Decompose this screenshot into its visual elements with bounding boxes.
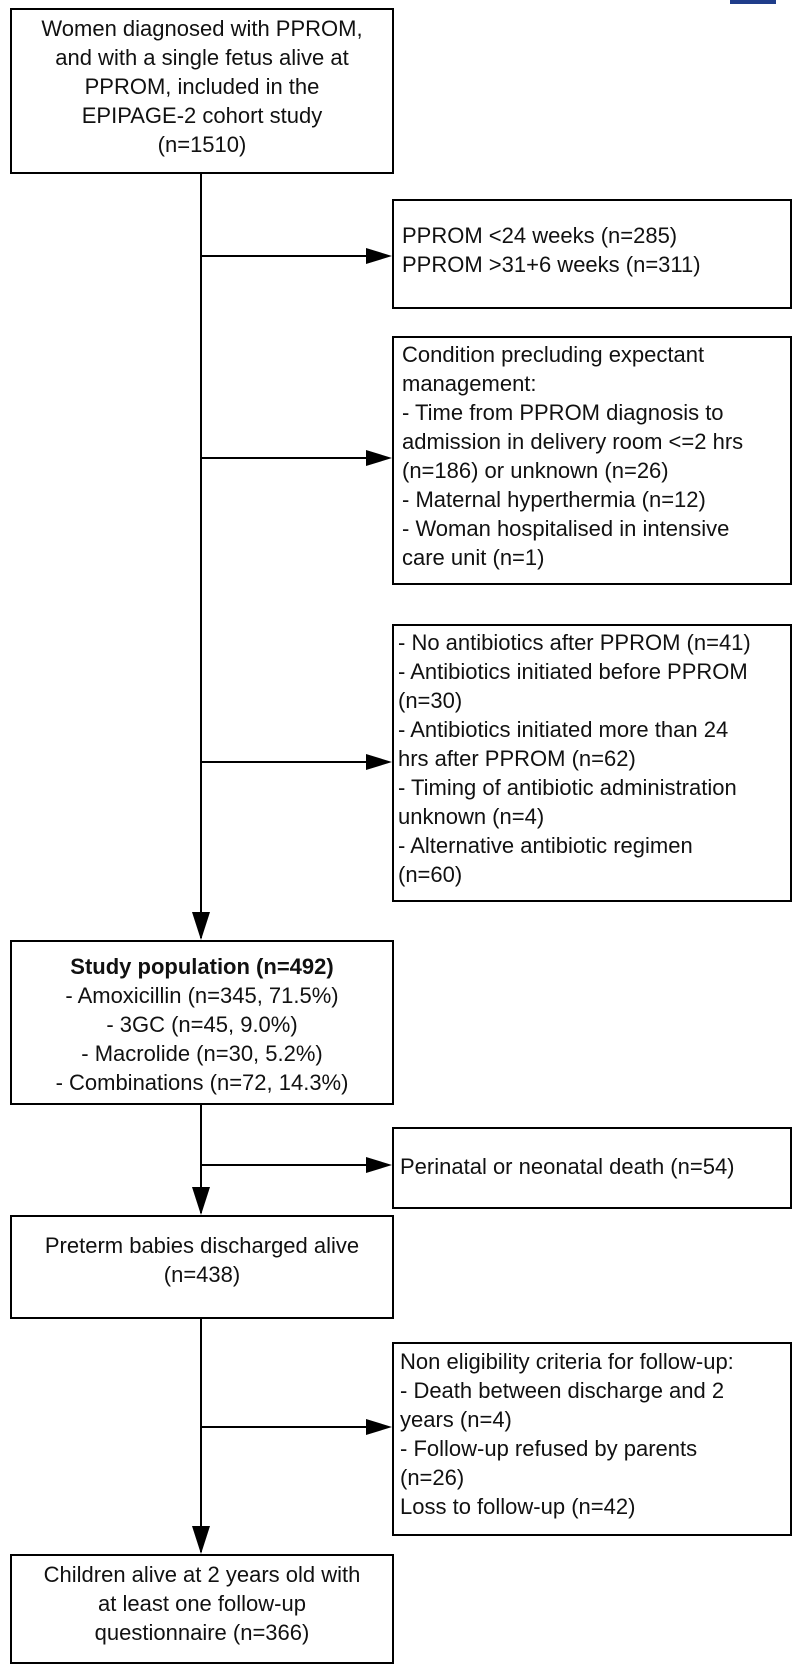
exclusion-condition-box: Condition precluding expectant managemen… bbox=[392, 336, 792, 585]
exclusion-antibiotics-line: - No antibiotics after PPROM (n=41) bbox=[398, 630, 751, 655]
exclusion-condition-line: management: bbox=[402, 371, 537, 396]
arrow-right-gestation bbox=[366, 248, 392, 264]
exclusion-followup-line: - Follow-up refused by parents bbox=[400, 1436, 698, 1461]
exclusion-death-line: Perinatal or neonatal death (n=54) bbox=[400, 1154, 735, 1179]
arrow-down-to-followup bbox=[192, 1526, 210, 1554]
arrow-down-to-study-population bbox=[192, 912, 210, 940]
arrow-right-death bbox=[366, 1157, 392, 1173]
study-population-line: - 3GC (n=45, 9.0%) bbox=[106, 1012, 298, 1037]
cohort-line: (n=1510) bbox=[157, 132, 247, 157]
exclusion-antibiotics-line: unknown (n=4) bbox=[398, 804, 545, 829]
cohort-line: PPROM, included in the bbox=[84, 74, 320, 99]
exclusion-condition-line: - Woman hospitalised in intensive bbox=[402, 516, 730, 541]
followup-line: at least one follow-up bbox=[98, 1591, 306, 1616]
discharged-line: Preterm babies discharged alive bbox=[44, 1233, 360, 1258]
exclusion-antibiotics-line: (n=60) bbox=[398, 862, 463, 887]
exclusion-antibiotics-line: - Antibiotics initiated before PPROM bbox=[398, 659, 748, 684]
exclusion-followup-box: Non eligibility criteria for follow-up: … bbox=[392, 1342, 792, 1536]
corner-accent-bar bbox=[730, 0, 776, 4]
exclusion-antibiotics-line: hrs after PPROM (n=62) bbox=[398, 746, 636, 771]
exclusion-condition-line: care unit (n=1) bbox=[402, 545, 545, 570]
followup-line: Children alive at 2 years old with bbox=[43, 1562, 361, 1587]
cohort-line: and with a single fetus alive at bbox=[55, 45, 349, 70]
exclusion-condition-line: (n=186) or unknown (n=26) bbox=[402, 458, 669, 483]
study-population-title: Study population (n=492) bbox=[70, 954, 334, 979]
study-population-line: - Macrolide (n=30, 5.2%) bbox=[81, 1041, 323, 1066]
study-population-box: Study population (n=492) - Amoxicillin (… bbox=[10, 940, 394, 1105]
exclusion-antibiotics-line: (n=30) bbox=[398, 688, 463, 713]
exclusion-condition-line: - Maternal hyperthermia (n=12) bbox=[402, 487, 706, 512]
exclusion-followup-line: years (n=4) bbox=[400, 1407, 512, 1432]
exclusion-gestation-line: PPROM <24 weeks (n=285) bbox=[402, 223, 678, 248]
exclusion-followup-line: - Death between discharge and 2 bbox=[400, 1378, 725, 1403]
arrow-right-followup-exclusion bbox=[366, 1419, 392, 1435]
exclusion-followup-line: Non eligibility criteria for follow-up: bbox=[400, 1349, 734, 1374]
followup-line: questionnaire (n=366) bbox=[94, 1620, 310, 1645]
exclusion-gestation-box: PPROM <24 weeks (n=285) PPROM >31+6 week… bbox=[392, 199, 792, 309]
discharged-line: (n=438) bbox=[163, 1262, 241, 1287]
study-population-line: - Combinations (n=72, 14.3%) bbox=[55, 1070, 349, 1095]
arrow-right-antibiotics bbox=[366, 754, 392, 770]
followup-box: Children alive at 2 years old with at le… bbox=[10, 1554, 394, 1664]
exclusion-antibiotics-line: - Timing of antibiotic administration bbox=[398, 775, 737, 800]
exclusion-condition-line: Condition precluding expectant bbox=[402, 342, 705, 367]
exclusion-antibiotics-box: - No antibiotics after PPROM (n=41) - An… bbox=[392, 624, 792, 902]
exclusion-antibiotics-line: - Antibiotics initiated more than 24 bbox=[398, 717, 729, 742]
cohort-box: Women diagnosed with PPROM, and with a s… bbox=[10, 8, 394, 174]
study-population-line: - Amoxicillin (n=345, 71.5%) bbox=[65, 983, 339, 1008]
cohort-line: Women diagnosed with PPROM, bbox=[41, 16, 363, 41]
discharged-box: Preterm babies discharged alive (n=438) bbox=[10, 1215, 394, 1319]
cohort-line: EPIPAGE-2 cohort study bbox=[81, 103, 323, 128]
exclusion-followup-line: Loss to follow-up (n=42) bbox=[400, 1494, 636, 1519]
arrow-down-to-discharged bbox=[192, 1187, 210, 1215]
exclusion-death-box: Perinatal or neonatal death (n=54) bbox=[392, 1127, 792, 1209]
exclusion-condition-line: - Time from PPROM diagnosis to bbox=[402, 400, 724, 425]
exclusion-gestation-line: PPROM >31+6 weeks (n=311) bbox=[402, 252, 701, 277]
exclusion-followup-line: (n=26) bbox=[400, 1465, 465, 1490]
exclusion-condition-line: admission in delivery room <=2 hrs bbox=[402, 429, 744, 454]
exclusion-antibiotics-line: - Alternative antibiotic regimen bbox=[398, 833, 693, 858]
arrow-right-condition bbox=[366, 450, 392, 466]
